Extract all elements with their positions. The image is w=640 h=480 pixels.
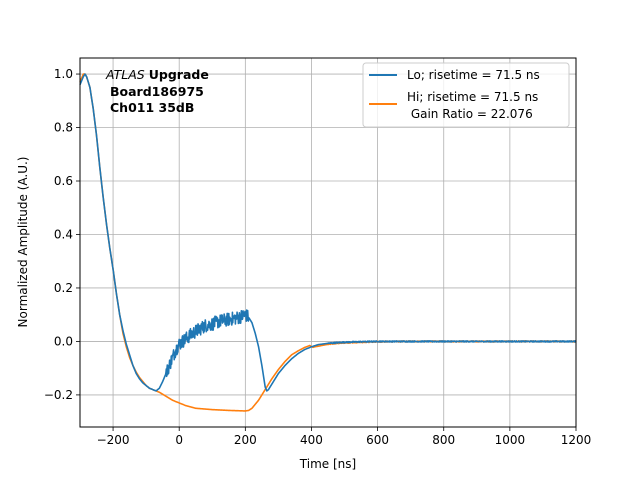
channel-label: Ch011 35dB [110,100,194,115]
atlas-annotation: ATLAS Upgrade Board186975 Ch011 35dB [105,67,209,115]
y-tick-label: −0.2 [44,388,73,402]
y-tick-label: 0.8 [54,121,73,135]
x-tick-label: 0 [175,433,183,447]
legend-label-gain: Gain Ratio = 22.076 [407,107,533,121]
x-tick-label: 600 [366,433,389,447]
plot-area [79,73,577,412]
atlas-label: ATLAS [105,67,145,82]
y-axis-label: Normalized Amplitude (A.U.) [16,157,30,328]
x-tick-label: 1000 [495,433,526,447]
x-axis-label: Time [ns] [299,457,356,471]
legend-label-lo: Lo; risetime = 71.5 ns [407,68,540,82]
legend-label-hi: Hi; risetime = 71.5 ns [407,90,538,104]
x-tick-label: 200 [234,433,257,447]
x-tick-label: 1200 [561,433,592,447]
series-line-lo [79,73,577,392]
y-tick-label: 0.2 [54,281,73,295]
x-tick-label: −200 [97,433,130,447]
plot-frame [79,57,577,428]
upgrade-label: Upgrade [149,67,209,82]
x-tick-label: 400 [300,433,323,447]
y-tick-label: 0.4 [54,227,73,241]
y-tick-label: 1.0 [54,67,73,81]
board-label: Board186975 [110,84,204,99]
axes: −200 0 200 400 600 800 1000 1200 −0.2 0.0 0.2 0.4 0.… [44,67,591,447]
y-tick-label: 0.0 [54,334,73,348]
legend: Lo; risetime = 71.5 ns Hi; risetime = 71… [362,62,570,128]
y-tick-label: 0.6 [54,174,73,188]
x-tick-label: 800 [432,433,455,447]
legend-box [362,62,570,128]
